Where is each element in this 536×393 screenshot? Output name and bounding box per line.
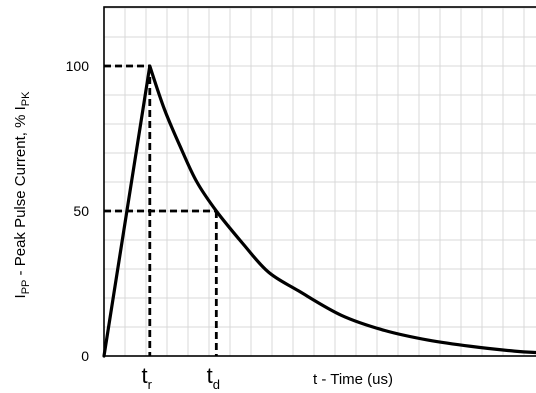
time-markers: tr td <box>142 363 220 392</box>
time-marker-label: tr <box>142 363 153 392</box>
time-marker-label: td <box>207 363 220 392</box>
y-tick-labels: 0 50 100 <box>66 58 90 364</box>
x-axis-label: t - Time (us) <box>313 371 393 388</box>
series-line-current <box>102 64 536 358</box>
y-axis-label: IPP - Peak Pulse Current, % IPK <box>12 91 32 299</box>
y-tick-label: 50 <box>73 203 89 219</box>
plot-frame <box>103 6 536 357</box>
chart-grid <box>104 7 536 356</box>
y-tick-label: 100 <box>66 58 90 74</box>
y-tick-label: 0 <box>81 348 89 364</box>
guide-lines <box>104 64 218 356</box>
